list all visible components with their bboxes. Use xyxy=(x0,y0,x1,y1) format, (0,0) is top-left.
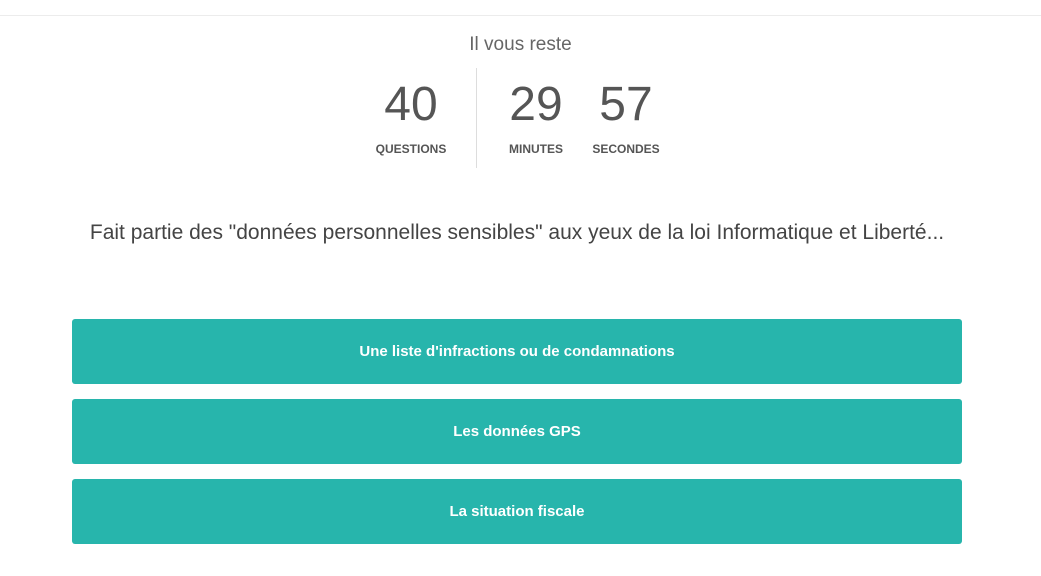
seconds-count: 57 xyxy=(599,78,653,131)
seconds-counter: 57 SECONDES xyxy=(566,78,686,156)
header-divider xyxy=(0,15,1041,16)
minutes-label: MINUTES xyxy=(509,142,563,156)
timer-heading: Il vous reste xyxy=(469,34,572,55)
question-text: Fait partie des "données personnelles se… xyxy=(89,221,945,244)
questions-count: 40 xyxy=(384,78,438,131)
minutes-counter: 29 MINUTES xyxy=(476,78,596,156)
answer-button-3[interactable]: La situation fiscale xyxy=(72,479,962,544)
seconds-label: SECONDES xyxy=(592,142,660,156)
answer-button-1[interactable]: Une liste d'infractions ou de condamnati… xyxy=(72,319,962,384)
answer-button-2[interactable]: Les données GPS xyxy=(72,399,962,464)
questions-label: QUESTIONS xyxy=(375,142,447,156)
minutes-count: 29 xyxy=(509,78,563,131)
counter-divider xyxy=(476,68,477,168)
questions-counter: 40 QUESTIONS xyxy=(351,78,471,156)
